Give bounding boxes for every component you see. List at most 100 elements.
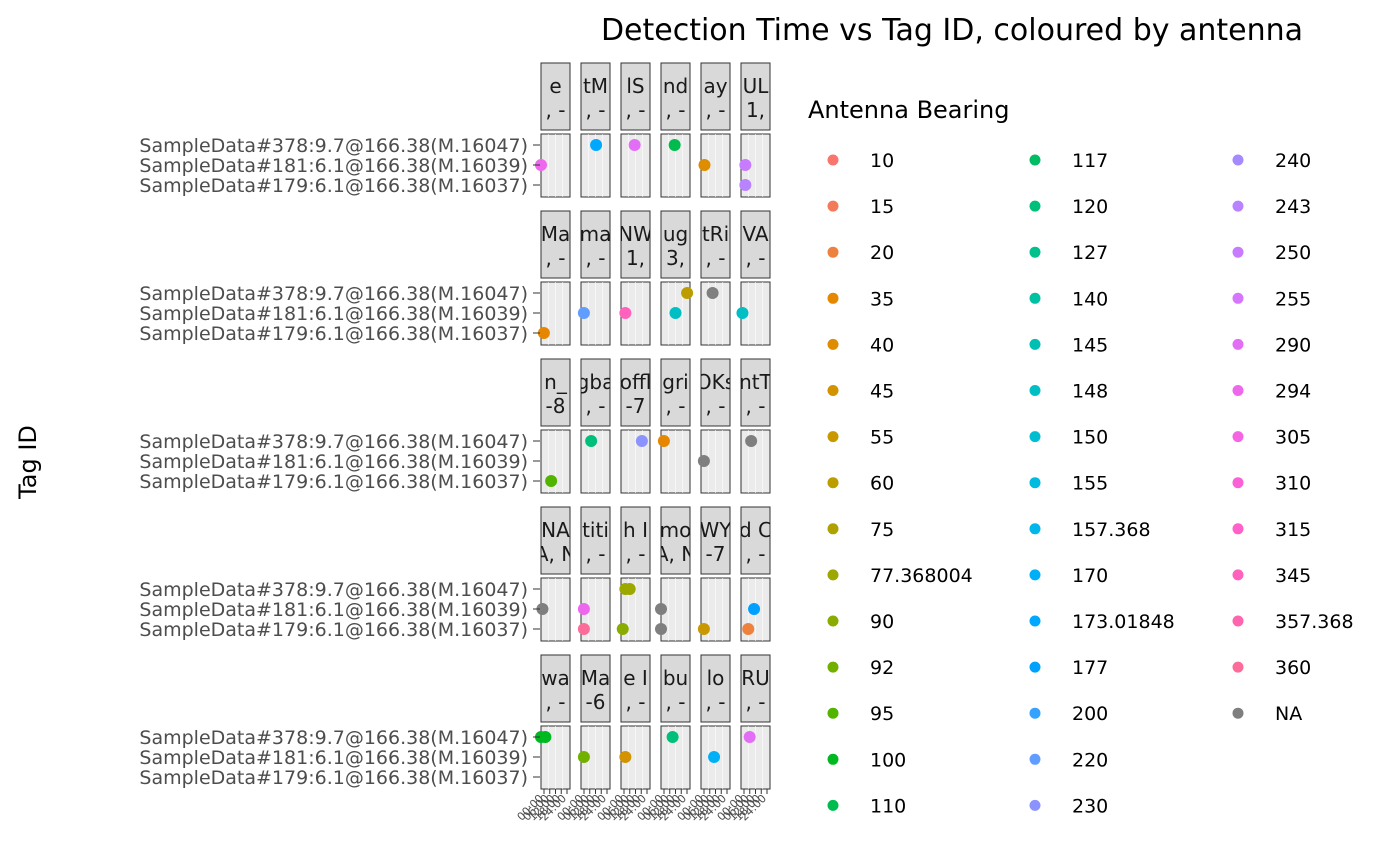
legend-key (1232, 338, 1244, 350)
facet-strip-label: tM (583, 74, 608, 98)
data-point (708, 751, 721, 763)
facet-strip-label: , - (746, 394, 766, 418)
legend-label: 250 (1275, 242, 1311, 264)
legend-key (827, 431, 839, 443)
data-point (590, 139, 603, 151)
facet-strip (740, 358, 771, 427)
chart-title: Detection Time vs Tag ID, coloured by an… (601, 13, 1303, 48)
facet-panel: offl-7 (620, 358, 651, 494)
facet-strip-label: , - (546, 690, 566, 714)
y-tick-label: SampleData#181:6.1@166.38(M.16039) (139, 155, 528, 177)
facet-strip-label: , - (626, 690, 646, 714)
legend-label: 177 (1072, 657, 1108, 679)
facet-strip-label: mo (660, 518, 692, 542)
facet-panel: WY-7 (697, 506, 731, 642)
legend-entry: 60 (827, 473, 894, 495)
legend-entry: 315 (1232, 519, 1311, 541)
data-point (616, 623, 629, 635)
legend-label: 157.368 (1072, 519, 1151, 541)
legend-entry: 157.368 (1029, 519, 1151, 541)
data-point (739, 159, 752, 171)
facet-strip-label: n_ (544, 370, 568, 394)
legend-key (827, 661, 839, 673)
facet-strip-label: ma (580, 222, 612, 246)
legend-label: 92 (870, 657, 894, 679)
legend-key (827, 154, 839, 166)
legend-label: 120 (1072, 196, 1108, 218)
facet-panel: bu, - (660, 654, 691, 790)
facet-strip (660, 62, 691, 131)
data-point (739, 179, 752, 191)
legend-entry: 200 (1029, 703, 1108, 725)
facet-strip (540, 358, 571, 427)
legend-key (1029, 615, 1041, 627)
legend-entry: 145 (1029, 334, 1108, 356)
legend-label: 357.368 (1275, 611, 1354, 633)
facet-strip-label: titi (582, 518, 609, 542)
legend-label: 95 (870, 703, 894, 725)
legend-key (1232, 707, 1244, 719)
facet-strip-label: -7 (706, 542, 726, 566)
legend-entry: 177 (1029, 657, 1108, 679)
legend-entry: 305 (1232, 427, 1311, 449)
legend-key (1232, 569, 1244, 581)
data-point (748, 603, 761, 615)
legend-entry: 360 (1232, 657, 1311, 679)
facet-strip-label: , - (666, 394, 686, 418)
legend-label: 75 (870, 519, 894, 541)
data-point (697, 623, 710, 635)
facet-strip-label: gba (577, 370, 615, 394)
x-axis: 00:0006:0012:0018:0024:0000:0006:0012:00… (515, 789, 769, 824)
legend-label: 10 (870, 150, 894, 172)
facet-strip (700, 506, 731, 575)
facet-panel: VA, - (736, 210, 771, 346)
legend-label: 110 (870, 795, 906, 817)
legend-key (827, 569, 839, 581)
facet-strip-label: , - (586, 246, 606, 270)
facet-strip (660, 654, 691, 723)
y-tick-label: SampleData#179:6.1@166.38(M.16037) (139, 767, 528, 789)
facet-strip-label: Ma (541, 222, 571, 246)
facet-strip-label: UL (743, 74, 770, 98)
legend-key (827, 292, 839, 304)
facet-strip-label: Ma (581, 666, 611, 690)
facet-panel: ma, - (577, 210, 612, 346)
facet-strip (540, 210, 571, 279)
legend-key (827, 753, 839, 765)
y-tick-label: SampleData#378:9.7@166.38(M.16047) (139, 579, 528, 601)
facet-panel: tM, - (580, 62, 611, 198)
legend-label: 255 (1275, 288, 1311, 310)
data-point (635, 435, 648, 447)
facet-strip-label: wa (541, 666, 570, 690)
facet-strip (620, 62, 651, 131)
facet-panel: Ma, - (537, 210, 571, 346)
legend-key (1029, 338, 1041, 350)
y-tick-label: SampleData#181:6.1@166.38(M.16039) (139, 747, 528, 769)
facet-strip-label: , - (706, 98, 726, 122)
legend-entry: 15 (827, 196, 894, 218)
legend-label: 230 (1072, 795, 1108, 817)
data-point (736, 307, 749, 319)
legend-label: 40 (870, 334, 894, 356)
facet-panel: UL1, (739, 62, 771, 198)
legend-key (1232, 661, 1244, 673)
facet-panel: ug3, (660, 210, 694, 346)
facet-strip-label: NW (618, 222, 653, 246)
facet-strip-label: VA (742, 222, 768, 246)
legend-entry: 290 (1232, 334, 1311, 356)
legend-entry: 45 (827, 381, 894, 403)
data-point (619, 307, 632, 319)
legend-entry: 230 (1029, 795, 1108, 817)
legend-key (1232, 154, 1244, 166)
legend-key (1029, 292, 1041, 304)
legend-key (1232, 431, 1244, 443)
facet-panel: d C, - (740, 506, 771, 642)
legend-label: 155 (1072, 473, 1108, 495)
facet-panel: Ma-6 (577, 654, 611, 790)
legend-entry: 240 (1232, 150, 1311, 172)
legend-key (1029, 385, 1041, 396)
legend-key (827, 477, 839, 489)
facet-strip (660, 358, 691, 427)
facet-panel: gba, - (577, 358, 615, 494)
